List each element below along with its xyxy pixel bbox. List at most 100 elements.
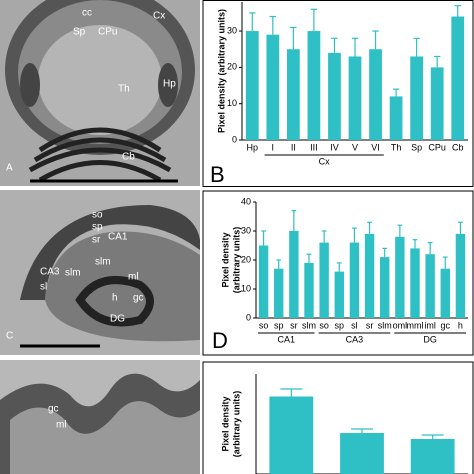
label: sp <box>92 222 103 233</box>
bar <box>348 56 362 141</box>
label: h <box>112 293 118 304</box>
bar <box>307 31 321 141</box>
label: slm <box>95 257 111 268</box>
bar <box>274 268 284 318</box>
y-tick-label: 20 <box>241 254 251 264</box>
bar <box>430 67 444 140</box>
bar <box>349 242 360 318</box>
bar <box>328 52 341 141</box>
panel-letter: D <box>212 328 228 353</box>
bar <box>410 248 420 318</box>
image-a: cc Cx Sp CPu Th Hp Cb A <box>0 0 200 186</box>
y-tick-label: 10 <box>241 283 251 293</box>
x-tick-label: CPu <box>428 142 446 152</box>
label: ml <box>128 272 139 283</box>
label: gc <box>133 293 144 304</box>
bar <box>319 242 329 318</box>
group-label: DG <box>423 334 437 344</box>
y-tick-label: 20 <box>227 62 237 72</box>
bar <box>304 262 314 318</box>
label: Cx <box>153 11 165 22</box>
label: DG <box>110 314 125 325</box>
bar <box>380 257 390 318</box>
group-label: CA1 <box>278 334 296 344</box>
x-tick-label: I <box>272 142 275 152</box>
label: gc <box>48 404 59 415</box>
label: Hp <box>163 79 176 90</box>
y-tick-label: 40 <box>241 196 251 206</box>
x-tick-label: so <box>259 320 269 330</box>
bar <box>266 34 280 140</box>
bar <box>389 96 403 140</box>
x-tick-label: slm <box>302 320 316 330</box>
x-tick-label: h <box>458 320 463 330</box>
bar <box>258 245 269 318</box>
x-tick-label: Sp <box>411 142 422 152</box>
x-tick-label: mml <box>407 320 424 330</box>
bar <box>364 233 375 318</box>
x-tick-label: iml <box>424 320 436 330</box>
bar <box>340 433 384 474</box>
x-tick-label: sp <box>274 320 284 330</box>
bar <box>245 31 259 141</box>
y-tick-label: 30 <box>241 225 251 235</box>
x-tick-label: sl <box>351 320 358 330</box>
bar <box>410 56 424 141</box>
x-tick-label: so <box>319 320 329 330</box>
y-axis-label: (arbitrary units) <box>231 391 241 458</box>
y-tick-label: 0 <box>232 134 237 144</box>
panel-letter: C <box>6 331 13 342</box>
label: CPu <box>98 27 117 38</box>
label: Th <box>118 84 130 95</box>
x-tick-label: II <box>291 142 296 152</box>
panel-letter: B <box>210 162 225 187</box>
x-tick-label: V <box>352 142 358 152</box>
x-tick-label: oml <box>393 320 408 330</box>
group-label: CA3 <box>346 334 364 344</box>
y-axis-label: (arbitrary units) <box>231 227 241 294</box>
x-tick-label: sr <box>290 320 298 330</box>
image-c: so sp sr CA1 slm CA3 sl slm ml h gc DG C <box>0 190 200 355</box>
label: sr <box>92 235 101 246</box>
y-tick-label: 0 <box>246 312 251 322</box>
label: so <box>92 210 103 221</box>
x-tick-label: slm <box>378 320 392 330</box>
label: CA1 <box>108 232 128 243</box>
x-tick-label: Th <box>391 142 402 152</box>
bar <box>425 254 435 318</box>
bar <box>334 271 344 318</box>
bar <box>286 49 300 140</box>
panel-letter: A <box>6 163 13 174</box>
bar <box>440 268 450 318</box>
label: ml <box>56 420 67 431</box>
x-tick-label: gc <box>441 320 451 330</box>
image-e: gc ml <box>0 360 200 474</box>
x-tick-label: IV <box>330 142 339 152</box>
bar <box>289 231 299 318</box>
y-axis-label: Pixel density <box>220 232 230 287</box>
x-tick-label: Hp <box>247 142 259 152</box>
label: sl <box>40 282 47 293</box>
bar <box>269 396 314 474</box>
bar <box>451 16 465 141</box>
y-tick-label: 30 <box>227 25 237 35</box>
group-label: Cx <box>319 156 330 166</box>
y-tick-label: 10 <box>227 98 237 108</box>
x-tick-label: Cb <box>452 142 464 152</box>
y-axis-label: Pixel density <box>220 396 230 451</box>
x-tick-label: III <box>310 142 318 152</box>
bar <box>455 233 466 318</box>
x-tick-label: VI <box>371 142 380 152</box>
bar <box>369 49 382 140</box>
label: slm <box>65 268 81 279</box>
x-tick-label: sp <box>335 320 345 330</box>
y-axis-label: Pixel density (arbitrary units) <box>216 9 226 133</box>
label: CA3 <box>40 267 60 278</box>
label: cc <box>82 8 92 19</box>
bar <box>410 439 455 474</box>
x-tick-label: sr <box>366 320 374 330</box>
label: Sp <box>73 27 86 38</box>
label: Cb <box>122 152 135 163</box>
bar <box>395 236 405 318</box>
